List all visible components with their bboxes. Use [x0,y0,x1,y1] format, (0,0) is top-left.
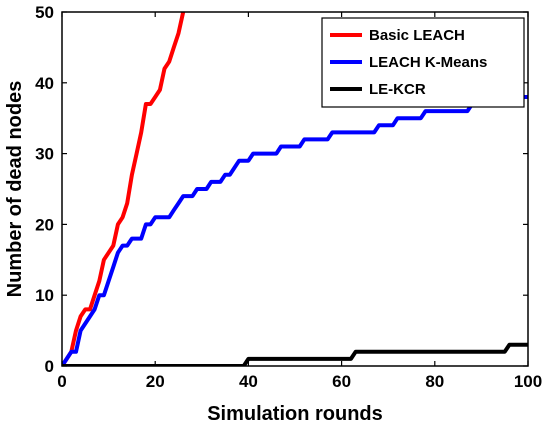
x-tick-label: 40 [239,372,258,391]
y-tick-label: 20 [35,215,54,234]
series-line-3 [62,342,528,366]
y-axis-title: Number of dead nodes [4,81,26,298]
legend: Basic LEACH LEACH K-Means LE-KCR [321,17,525,108]
x-tick-label: 80 [425,372,444,391]
x-axis-title: Simulation rounds [207,403,383,425]
x-tick-label: 20 [146,372,165,391]
y-tick-label: 40 [35,74,54,93]
x-tick-label: 100 [514,372,542,391]
y-tick-label: 0 [45,357,54,376]
legend-label: Basic LEACH [369,27,465,44]
legend-label: LE-KCR [369,81,426,98]
plot-frame [61,11,529,367]
y-tick-label: 30 [35,145,54,164]
y-tick-label: 50 [35,3,54,22]
y-tick-label: 10 [35,286,54,305]
x-tick-label: 60 [332,372,351,391]
series-line-1 [62,12,186,366]
series-layer [62,12,528,366]
x-tick-label: 0 [57,372,66,391]
ticks-layer: 0 20 40 60 80 100 0 10 20 30 40 50 [35,3,542,391]
legend-label: LEACH K-Means [369,54,487,71]
series-line-2 [62,95,528,366]
legend-entries: Basic LEACH LEACH K-Means LE-KCR [330,27,487,98]
